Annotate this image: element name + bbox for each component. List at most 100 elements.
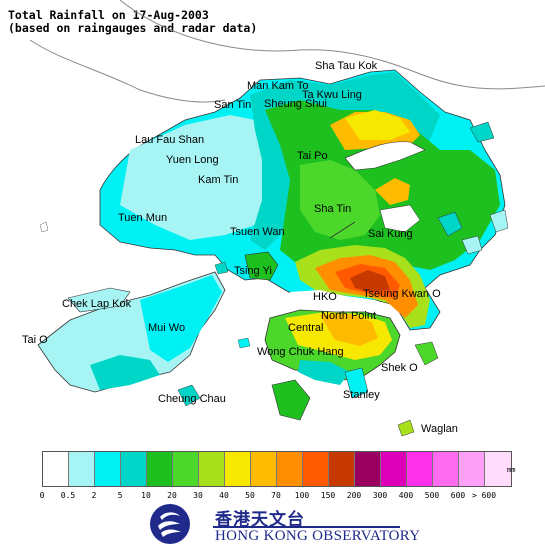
tolo-harbour <box>344 141 426 171</box>
place-label-tai-po: Tai Po <box>297 150 328 162</box>
lamma-island <box>271 379 311 421</box>
victoria-harbour <box>290 290 392 312</box>
place-label-wong-chuk-hang: Wong Chuk Hang <box>257 346 344 358</box>
legend-swatch <box>277 452 303 486</box>
east-island-c <box>437 211 463 237</box>
legend-swatch <box>303 452 329 486</box>
legend-tick-label: 0 <box>39 491 45 500</box>
place-label-san-tin: San Tin <box>214 99 252 111</box>
zone-sai-kung-orange <box>375 178 410 205</box>
small-island-1 <box>214 261 229 275</box>
place-label-tseung-kwan-o: Tseung Kwan O <box>363 288 441 300</box>
legend-tick-label: 300 <box>372 491 388 500</box>
place-label-kam-tin: Kam Tin <box>198 174 239 186</box>
legend-tick-label: 0.5 <box>60 491 76 500</box>
place-label-cheung-chau: Cheung Chau <box>158 393 226 405</box>
map-subtitle: (based on raingauges and radar data) <box>8 21 258 35</box>
chek-lap-kok-island <box>67 287 131 313</box>
shatin-road <box>329 221 356 239</box>
tsing-yi-island <box>244 251 279 281</box>
legend-swatch <box>485 452 511 486</box>
place-label-tai-o: Tai O <box>22 334 48 346</box>
legend-tick-label: 200 <box>346 491 362 500</box>
place-label-tsing-yi: Tsing Yi <box>234 265 272 277</box>
legend-swatch <box>121 452 147 486</box>
place-label-tsuen-wan: Tsuen Wan <box>230 226 285 238</box>
place-label-waglan: Waglan <box>421 423 458 435</box>
place-label-sha-tau-kok: Sha Tau Kok <box>315 60 378 72</box>
zone-light-west <box>120 115 275 240</box>
lantau-east-cyan <box>140 275 222 362</box>
east-island-e <box>461 235 483 255</box>
legend-swatch <box>147 452 173 486</box>
legend-swatch <box>355 452 381 486</box>
legend-swatch <box>251 452 277 486</box>
place-label-tuen-mun: Tuen Mun <box>118 212 168 224</box>
place-label-ta-kwu-ling: Ta Kwu Ling <box>302 89 362 101</box>
rainfall-legend <box>42 451 512 487</box>
place-label-hko: HKO <box>313 291 337 303</box>
east-island-d <box>489 209 509 233</box>
shenzhen-coast <box>29 39 226 103</box>
east-island-a <box>414 341 439 366</box>
legend-unit: mm <box>507 466 516 474</box>
small-island-3 <box>39 221 49 233</box>
place-label-shek-o: Shek O <box>381 362 418 374</box>
legend-swatch <box>225 452 251 486</box>
stanley-peninsula <box>344 367 369 399</box>
place-label-lau-fau-shan: Lau Fau Shan <box>135 134 205 146</box>
cheung-chau-island <box>177 384 201 407</box>
legend-tick-label: 100 <box>294 491 310 500</box>
place-label-stanley: Stanley <box>343 389 380 401</box>
legend-tick-label: 20 <box>167 491 177 500</box>
north-island <box>469 121 495 143</box>
legend-tick-label: 40 <box>219 491 229 500</box>
legend-tick-label: 400 <box>398 491 414 500</box>
place-label-sai-kung: Sai Kung <box>368 228 413 240</box>
legend-tick-label: 150 <box>320 491 336 500</box>
place-label-central: Central <box>288 322 324 334</box>
legend-tick-label: 500 <box>424 491 440 500</box>
place-label-chek-lap-kok: Chek Lap Kok <box>62 298 132 310</box>
legend-tick-label: 70 <box>271 491 281 500</box>
legend-tick-label: 50 <box>245 491 255 500</box>
legend-tick-label: 600 <box>450 491 466 500</box>
logo-chinese-text: 香港天文台 <box>215 510 305 530</box>
zone-light-green <box>300 160 380 240</box>
legend-tick-label: > 600 <box>471 491 497 500</box>
legend-swatch <box>199 452 225 486</box>
legend-tick-label: 10 <box>141 491 151 500</box>
place-label-man-kam-to: Man Kam To <box>247 80 309 92</box>
legend-swatch <box>381 452 407 486</box>
legend-swatch <box>433 452 459 486</box>
legend-tick-label: 5 <box>117 491 123 500</box>
rainfall-map <box>29 0 545 437</box>
legend-swatch <box>407 452 433 486</box>
zone-darkred-core <box>350 270 390 292</box>
hk-island-teal <box>298 360 350 385</box>
hk-island-orange <box>320 314 378 346</box>
hko-logo-icon <box>150 504 190 544</box>
place-label-yuen-long: Yuen Long <box>166 154 219 166</box>
place-label-mui-wo: Mui Wo <box>148 322 186 334</box>
mainland-border <box>119 0 545 90</box>
lantau-teal <box>90 355 160 390</box>
east-island-b <box>397 419 415 437</box>
legend-swatch <box>69 452 95 486</box>
legend-swatch <box>43 452 69 486</box>
logo-english-text: HONG KONG OBSERVATORY <box>215 528 421 544</box>
legend-swatch <box>173 452 199 486</box>
zone-yellow-north <box>345 110 410 140</box>
small-island-2 <box>237 337 251 349</box>
logo-divider <box>213 526 400 528</box>
port-shelter <box>379 204 421 233</box>
place-label-sheung-shui: Sheung Shui <box>264 98 327 110</box>
legend-tick-label: 2 <box>91 491 97 500</box>
legend-tick-label: 30 <box>193 491 203 500</box>
place-label-north-point: North Point <box>321 310 377 322</box>
place-label-sha-tin: Sha Tin <box>314 203 352 215</box>
legend-swatch <box>329 452 355 486</box>
legend-swatch <box>95 452 121 486</box>
map-title: Total Rainfall on 17-Aug-2003 <box>8 8 209 22</box>
